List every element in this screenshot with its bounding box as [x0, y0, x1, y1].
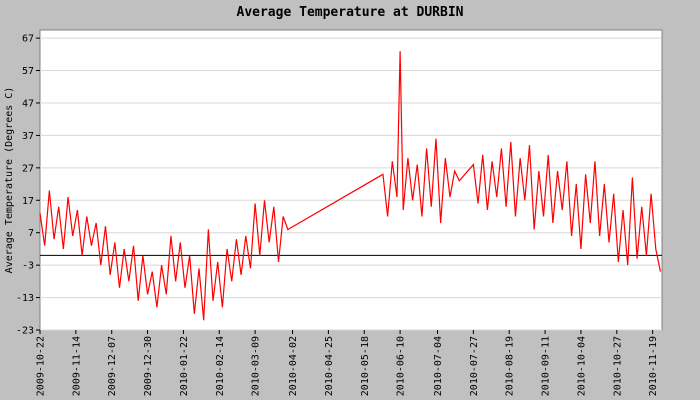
y-tick-label: -13 — [16, 293, 34, 304]
x-tick-label: 2009-11-14 — [71, 336, 82, 396]
x-tick-label: 2009-10-22 — [36, 336, 47, 396]
data-line — [39, 51, 662, 321]
y-tick-label: 67 — [22, 34, 34, 45]
y-tick-label: 37 — [22, 131, 34, 142]
x-tick-label: 2010-03-09 — [251, 336, 262, 396]
x-tick-label: 2010-10-04 — [576, 336, 587, 396]
x-tick-label: 2009-12-07 — [107, 336, 118, 396]
x-tick-label: 2010-04-25 — [324, 336, 335, 396]
x-tick-label: 2010-07-27 — [469, 336, 480, 396]
y-tick-label: 17 — [22, 196, 34, 207]
x-tick-label: 2010-10-27 — [612, 336, 623, 396]
y-tick-label: 7 — [28, 228, 34, 239]
x-tick-label: 2010-02-14 — [215, 336, 226, 396]
x-tick-label: 2010-07-04 — [433, 336, 444, 396]
x-tick-label: 2010-06-10 — [396, 336, 407, 396]
x-tick-label: 2010-01-22 — [179, 336, 190, 396]
y-axis-label: Average Temperature (Degrees C) — [4, 87, 15, 274]
plot-area — [39, 29, 663, 331]
x-tick-label: 2010-11-19 — [648, 336, 659, 396]
y-tick-label: 27 — [22, 163, 34, 174]
y-tick-label: 57 — [22, 66, 34, 77]
y-tick-label: -23 — [16, 326, 34, 337]
y-tick-label: 47 — [22, 98, 34, 109]
y-tick-label: -3 — [22, 261, 34, 272]
x-tick-label: 2010-04-02 — [288, 336, 299, 396]
x-tick-label: 2010-08-19 — [505, 336, 516, 396]
x-tick-label: 2010-05-18 — [360, 336, 371, 396]
x-tick-label: 2009-12-30 — [143, 336, 154, 396]
x-tick-label: 2010-09-11 — [541, 336, 552, 396]
chart-title: Average Temperature at DURBIN — [237, 5, 464, 20]
